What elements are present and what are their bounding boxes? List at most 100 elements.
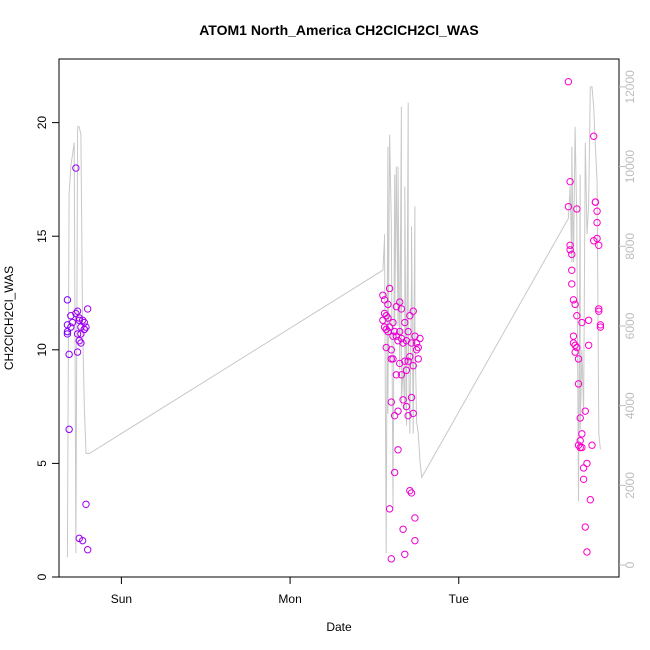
data-point <box>578 430 586 438</box>
data-point <box>397 305 406 313</box>
data-point <box>578 318 586 327</box>
data-point <box>385 284 394 293</box>
y2-tick-label: 12000 <box>623 70 637 104</box>
bottom-axis: Sun Mon Tue <box>111 577 469 606</box>
data-point <box>407 339 416 347</box>
y2-tick-label: 10000 <box>623 150 637 184</box>
data-point <box>387 346 395 354</box>
data-point <box>63 330 72 338</box>
data-point <box>409 362 417 370</box>
data-point <box>73 307 82 315</box>
data-point <box>402 402 411 411</box>
data-point <box>574 380 583 388</box>
data-point <box>390 468 399 477</box>
y-tick-label: 5 <box>35 460 49 467</box>
x-tick-label: Tue <box>449 592 470 606</box>
data-point <box>571 348 579 356</box>
data-point <box>588 441 596 449</box>
data-point <box>73 330 82 338</box>
data-point <box>593 218 601 227</box>
data-point <box>581 523 589 531</box>
data-point <box>399 396 407 404</box>
y2-tick-label: 2000 <box>623 472 637 499</box>
data-point <box>566 241 574 249</box>
data-point <box>406 352 414 361</box>
data-point <box>564 78 573 86</box>
data-point <box>389 355 397 363</box>
data-point <box>382 312 390 320</box>
data-point <box>576 436 584 445</box>
data-points-layer <box>63 78 605 563</box>
data-point <box>389 318 397 327</box>
data-point <box>399 525 407 533</box>
data-point <box>82 323 90 331</box>
data-point <box>396 298 404 306</box>
data-point <box>77 339 85 347</box>
y-tick-label: 20 <box>35 116 49 130</box>
data-point <box>566 177 574 186</box>
x-tick-label: Sun <box>111 592 132 606</box>
data-point <box>584 341 593 349</box>
data-point <box>83 305 92 313</box>
data-point <box>593 207 601 215</box>
data-point <box>73 348 82 356</box>
data-point <box>404 357 412 365</box>
data-point <box>574 355 583 363</box>
data-point <box>83 546 92 554</box>
data-point <box>406 486 414 495</box>
y-tick-label: 0 <box>35 573 49 580</box>
y2-tick-label: 8000 <box>623 233 637 260</box>
data-point <box>586 496 595 504</box>
chart-title: ATOM1 North_America CH2ClCH2Cl_WAS <box>199 22 479 38</box>
data-point <box>573 312 581 320</box>
data-point <box>414 355 422 363</box>
data-point <box>568 266 576 274</box>
data-point <box>68 318 77 327</box>
x-axis-label: Date <box>326 620 352 634</box>
data-point <box>595 241 603 249</box>
data-point <box>389 332 397 340</box>
data-point <box>387 555 395 563</box>
data-point <box>583 548 591 556</box>
data-point <box>579 475 588 484</box>
y-tick-label: 10 <box>35 343 49 357</box>
altitude-line <box>66 86 601 558</box>
data-point <box>379 291 387 299</box>
data-point <box>75 337 83 345</box>
data-point <box>80 325 89 334</box>
data-point <box>401 357 409 365</box>
data-point <box>385 505 394 513</box>
data-point <box>392 371 401 379</box>
y-axis-label: CH2ClCH2Cl_WAS <box>2 266 16 370</box>
data-point <box>401 550 409 558</box>
data-point <box>67 323 75 331</box>
data-point <box>65 350 73 359</box>
data-point <box>396 327 404 336</box>
left-axis: 0 5 10 15 20 <box>35 116 59 580</box>
data-point <box>394 407 402 415</box>
data-point <box>72 164 80 172</box>
data-point <box>578 443 586 452</box>
data-point <box>394 446 402 454</box>
data-point <box>414 343 422 352</box>
data-point <box>78 536 87 545</box>
y2-tick-label: 4000 <box>623 392 637 419</box>
data-point <box>595 307 603 315</box>
data-point <box>564 202 573 211</box>
data-point <box>387 398 395 406</box>
data-point <box>596 323 605 331</box>
data-point <box>581 407 589 415</box>
y2-tick-label: 6000 <box>623 312 637 339</box>
data-point <box>397 371 406 379</box>
data-point <box>569 296 578 304</box>
data-point <box>571 300 579 309</box>
data-point <box>384 314 392 322</box>
data-point <box>407 489 416 497</box>
plot-frame <box>58 58 620 578</box>
data-point <box>401 318 409 327</box>
data-point <box>593 234 601 243</box>
data-point <box>65 425 73 434</box>
y2-tick-label: 0 <box>623 561 637 568</box>
data-point <box>568 250 576 259</box>
